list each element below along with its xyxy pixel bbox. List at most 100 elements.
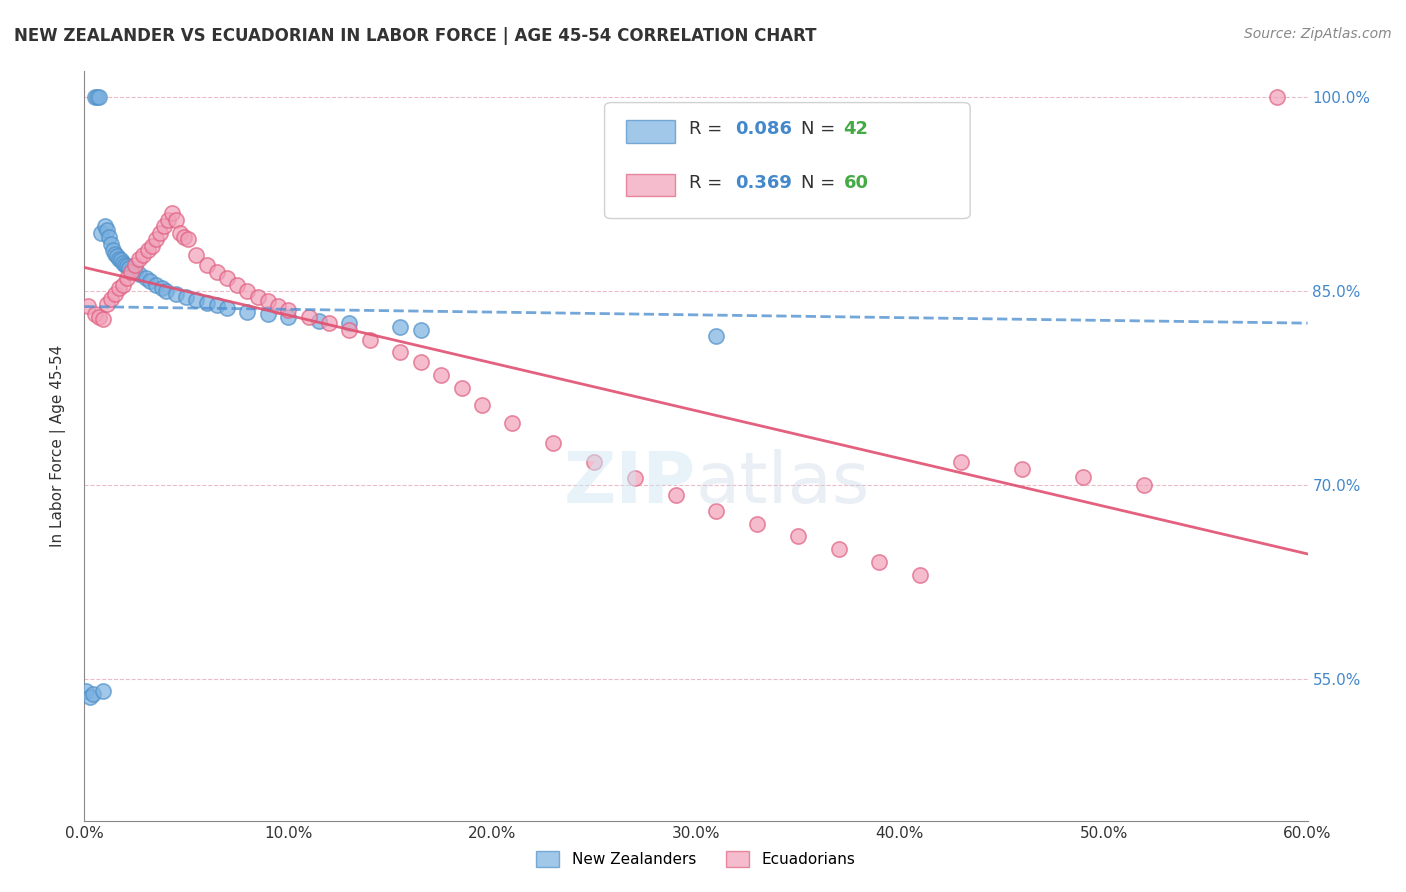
Ecuadorians (128, 252, 150, 266)
Ecuadorians (173, 229, 195, 244)
Ecuadorians (156, 213, 179, 227)
New Zealanders (150, 281, 173, 295)
New Zealanders (104, 246, 127, 260)
Ecuadorians (869, 555, 891, 569)
New Zealanders (124, 264, 146, 278)
New Zealanders (186, 293, 208, 307)
New Zealanders (83, 90, 105, 104)
Text: 0.369: 0.369 (735, 174, 792, 192)
New Zealanders (115, 260, 138, 274)
Ecuadorians (100, 292, 122, 306)
Text: Source: ZipAtlas.com: Source: ZipAtlas.com (1244, 27, 1392, 41)
New Zealanders (118, 260, 141, 275)
Ecuadorians (267, 300, 290, 314)
Ecuadorians (318, 316, 340, 330)
New Zealanders (90, 226, 112, 240)
New Zealanders (257, 307, 280, 321)
New Zealanders (174, 290, 197, 304)
Text: NEW ZEALANDER VS ECUADORIAN IN LABOR FORCE | AGE 45-54 CORRELATION CHART: NEW ZEALANDER VS ECUADORIAN IN LABOR FOR… (14, 27, 817, 45)
Ecuadorians (169, 226, 191, 240)
Ecuadorians (950, 454, 973, 468)
Ecuadorians (910, 568, 932, 582)
New Zealanders (97, 229, 120, 244)
New Zealanders (135, 271, 157, 285)
Y-axis label: In Labor Force | Age 45-54: In Labor Force | Age 45-54 (49, 345, 66, 547)
Ecuadorians (471, 398, 494, 412)
Text: 42: 42 (844, 120, 869, 138)
Ecuadorians (747, 516, 769, 531)
Ecuadorians (177, 232, 200, 246)
Ecuadorians (389, 344, 412, 359)
New Zealanders (138, 274, 160, 288)
Ecuadorians (205, 264, 228, 278)
Ecuadorians (115, 271, 138, 285)
Ecuadorians (136, 243, 159, 257)
Text: ZIP: ZIP (564, 449, 696, 518)
New Zealanders (93, 219, 115, 234)
Ecuadorians (257, 294, 280, 309)
Ecuadorians (1133, 477, 1156, 491)
Ecuadorians (195, 258, 218, 272)
Ecuadorians (124, 258, 146, 272)
Ecuadorians (1073, 470, 1095, 484)
Text: N =: N = (801, 174, 841, 192)
Ecuadorians (1011, 462, 1033, 476)
Ecuadorians (502, 416, 524, 430)
Ecuadorians (787, 529, 810, 543)
New Zealanders (155, 284, 177, 298)
Ecuadorians (91, 312, 114, 326)
Ecuadorians (543, 436, 565, 450)
New Zealanders (110, 252, 132, 267)
New Zealanders (339, 316, 361, 330)
Ecuadorians (153, 219, 176, 234)
Ecuadorians (120, 264, 142, 278)
Ecuadorians (149, 226, 172, 240)
New Zealanders (205, 298, 228, 312)
New Zealanders (114, 258, 136, 272)
Ecuadorians (298, 310, 321, 324)
Text: N =: N = (801, 120, 841, 138)
New Zealanders (105, 249, 128, 263)
Ecuadorians (226, 277, 249, 292)
New Zealanders (145, 277, 167, 292)
New Zealanders (195, 295, 218, 310)
Ecuadorians (359, 333, 381, 347)
Ecuadorians (141, 239, 163, 253)
New Zealanders (128, 267, 150, 281)
New Zealanders (165, 286, 187, 301)
Ecuadorians (246, 290, 269, 304)
Ecuadorians (624, 471, 647, 485)
New Zealanders (101, 243, 124, 257)
New Zealanders (82, 687, 104, 701)
New Zealanders (86, 90, 108, 104)
New Zealanders (236, 304, 259, 318)
Ecuadorians (1265, 90, 1288, 104)
Ecuadorians (217, 271, 239, 285)
New Zealanders (217, 301, 239, 315)
Text: 0.086: 0.086 (735, 120, 793, 138)
Ecuadorians (706, 503, 728, 517)
Ecuadorians (450, 381, 472, 395)
Ecuadorians (277, 303, 299, 318)
Ecuadorians (145, 232, 167, 246)
Ecuadorians (160, 206, 183, 220)
Text: 60: 60 (844, 174, 869, 192)
Ecuadorians (186, 248, 208, 262)
Ecuadorians (77, 300, 100, 314)
Ecuadorians (583, 454, 606, 468)
New Zealanders (108, 252, 131, 266)
Ecuadorians (165, 213, 187, 227)
Ecuadorians (112, 277, 135, 292)
New Zealanders (79, 690, 101, 704)
New Zealanders (100, 237, 122, 252)
New Zealanders (96, 223, 118, 237)
Text: R =: R = (689, 120, 728, 138)
New Zealanders (308, 314, 330, 328)
Ecuadorians (339, 323, 361, 337)
New Zealanders (87, 90, 110, 104)
Text: atlas: atlas (696, 449, 870, 518)
Ecuadorians (665, 488, 688, 502)
Legend: New Zealanders, Ecuadorians: New Zealanders, Ecuadorians (530, 845, 862, 873)
New Zealanders (706, 329, 728, 343)
Ecuadorians (828, 542, 851, 557)
